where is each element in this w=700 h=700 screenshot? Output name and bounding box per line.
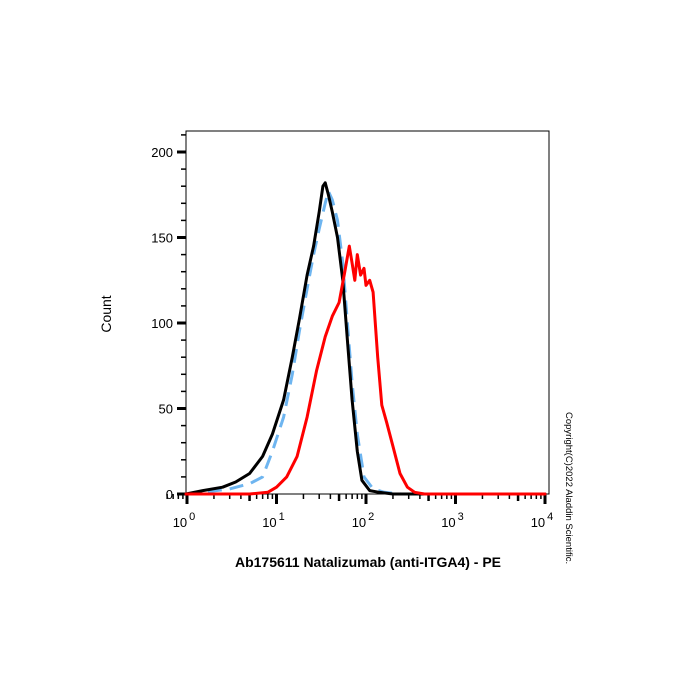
x-tick-label: 10 4	[531, 511, 554, 530]
series-line-blue-dashed	[185, 189, 545, 496]
x-axis-title: Ab175611 Natalizumab (anti-ITGA4) - PE	[235, 554, 501, 570]
y-tick-label: 100	[151, 316, 173, 331]
series-layer	[184, 181, 547, 496]
x-tick-label: 10 1	[262, 511, 285, 530]
copyright-watermark: Copyright(C)2022 Aladdin Scientific.	[563, 412, 574, 564]
plot-frame	[185, 130, 550, 495]
y-axis-title: Count	[98, 295, 114, 332]
y-tick-label: 0	[166, 487, 173, 502]
y-tick-label: 50	[159, 402, 173, 417]
x-tick-label: 10 0	[173, 511, 196, 530]
series-line-red	[184, 244, 547, 496]
x-tick-label: 10 3	[441, 511, 464, 530]
y-tick-label: 200	[151, 145, 173, 160]
x-axis: 10 0 10 1 10 2 10 3 10 4	[166, 494, 554, 530]
series-line-black	[184, 181, 547, 496]
y-tick-label: 150	[151, 231, 173, 246]
y-axis: 0 50 100 150 200	[151, 134, 186, 502]
x-tick-label: 10 2	[352, 511, 375, 530]
